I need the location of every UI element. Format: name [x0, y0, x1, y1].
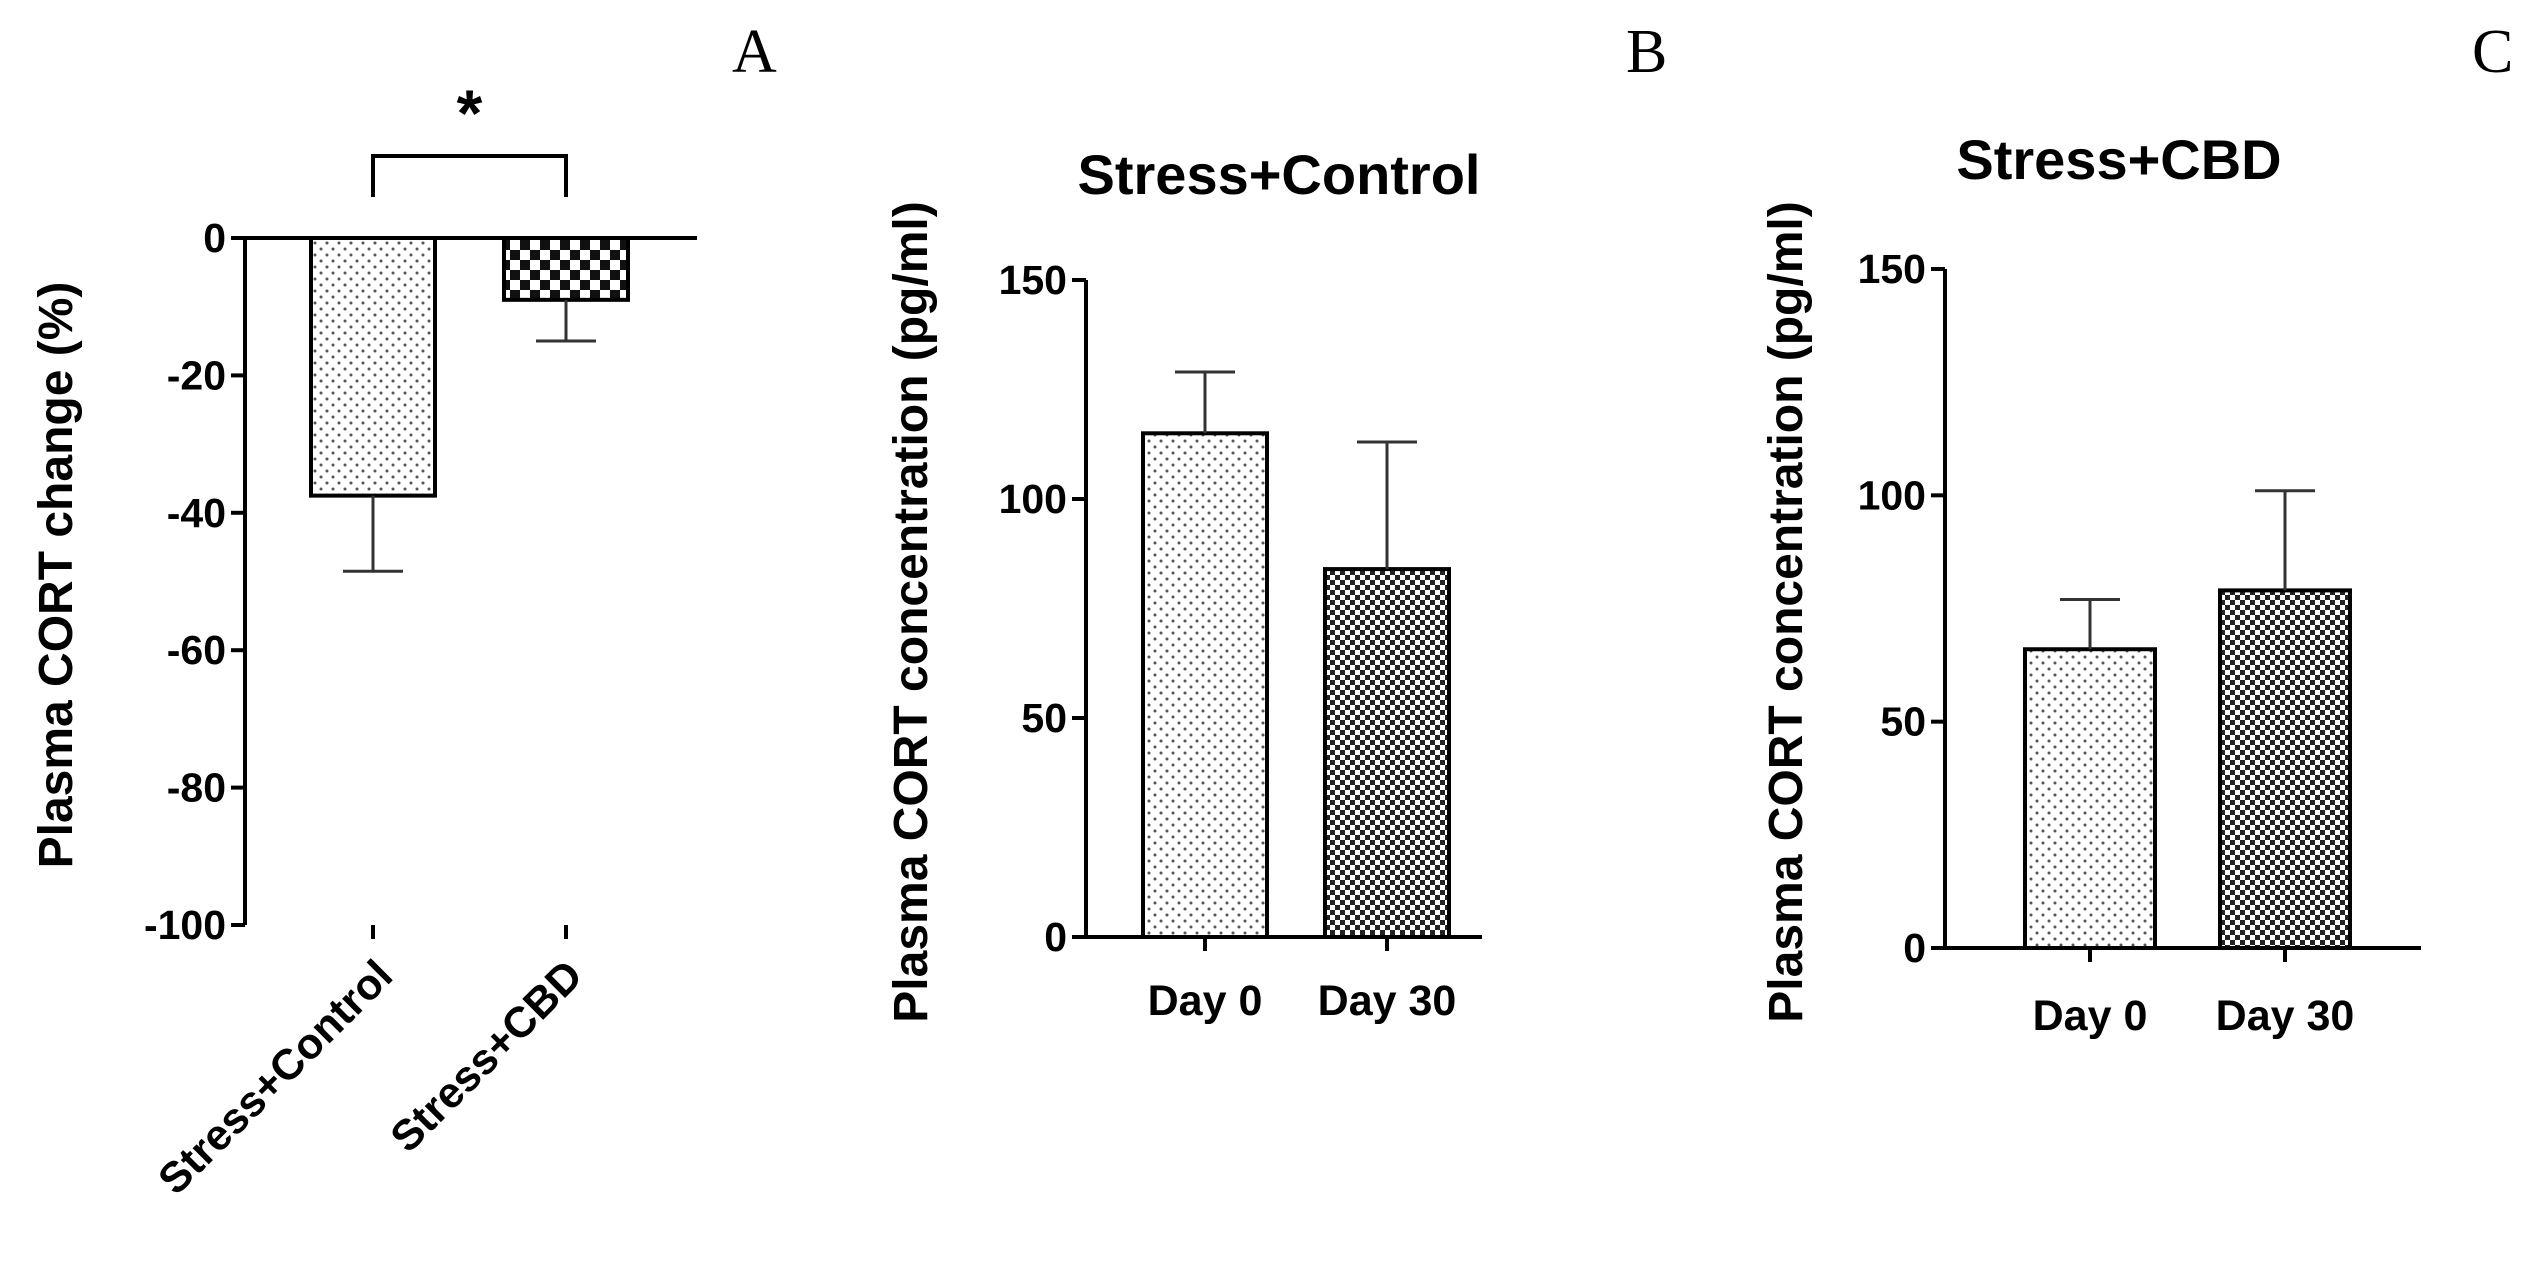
y-tick-label: -60 — [167, 627, 226, 673]
y-tick-label: 0 — [203, 215, 226, 261]
y-axis-label: Plasma CORT change (%) — [30, 282, 83, 869]
y-tick-label: -40 — [167, 490, 226, 536]
x-tick-label: Day 30 — [2216, 992, 2355, 1040]
x-tick-label: Stress+CBD — [382, 951, 593, 1162]
y-axis-label: Plasma CORT concentration (pg/ml) — [1760, 201, 1813, 1022]
x-tick-label: Day 0 — [1148, 977, 1263, 1025]
panel-a-chart: Plasma CORT change (%)0-20-40-60-80-100S… — [30, 76, 697, 1204]
y-tick-label: 0 — [1044, 914, 1067, 960]
y-tick-label: -20 — [167, 352, 226, 398]
x-tick-label: Day 0 — [2033, 992, 2148, 1040]
y-axis-label: Plasma CORT concentration (pg/ml) — [885, 201, 938, 1022]
y-tick-label: -100 — [144, 902, 226, 948]
panel-b-chart: Stress+Control Plasma CORT concentration … — [885, 143, 1482, 1025]
y-tick-label: -80 — [167, 765, 226, 811]
y-tick-label: 50 — [1021, 695, 1067, 741]
bar — [309, 236, 437, 498]
panel-letter-a: A — [732, 18, 777, 86]
y-tick-label: 100 — [1858, 472, 1926, 518]
x-tick-label: Stress+Control — [149, 951, 402, 1204]
y-tick-label: 100 — [999, 476, 1067, 522]
bar — [1141, 431, 1269, 939]
bar — [2023, 647, 2157, 950]
panel-letter-b: B — [1626, 18, 1667, 86]
chart-title: Stress+CBD — [1956, 128, 2281, 191]
y-tick-label: 150 — [999, 257, 1067, 303]
significance-label: * — [457, 76, 483, 150]
panel-c-chart: Stress+CBD Plasma CORT concentration (pg/… — [1760, 128, 2421, 1040]
y-tick-label: 0 — [1903, 925, 1926, 971]
chart-title: Stress+Control — [1078, 143, 1481, 206]
bar — [502, 236, 630, 302]
y-tick-label: 50 — [1880, 699, 1926, 745]
x-tick-label: Day 30 — [1318, 977, 1457, 1025]
panel-letter-c: C — [2472, 18, 2513, 86]
bar — [1323, 567, 1451, 940]
bar — [2218, 588, 2352, 950]
significance-bracket — [371, 154, 568, 197]
y-tick-label: 150 — [1858, 246, 1926, 292]
